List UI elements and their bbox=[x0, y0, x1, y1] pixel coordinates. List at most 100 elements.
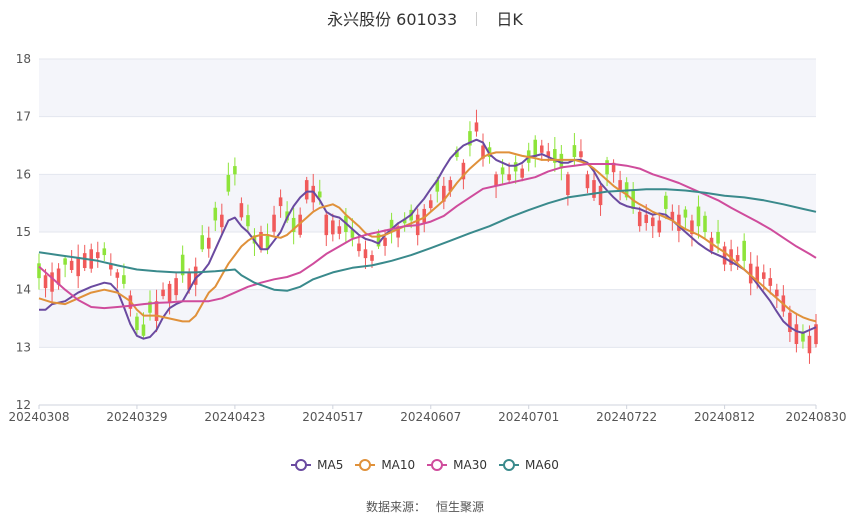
candle-body bbox=[461, 162, 466, 180]
y-tick-label: 15 bbox=[16, 225, 31, 239]
candle-body bbox=[605, 160, 609, 175]
candle-body bbox=[637, 211, 642, 227]
candle-body bbox=[539, 145, 544, 153]
legend-item-ma10[interactable]: MA10 bbox=[355, 458, 415, 472]
grid-band bbox=[39, 59, 816, 117]
candle-body bbox=[455, 149, 459, 158]
candle-body bbox=[148, 301, 152, 313]
candle-body bbox=[193, 266, 198, 285]
candle-body bbox=[611, 162, 616, 173]
candle-body bbox=[174, 278, 178, 296]
candle-body bbox=[442, 185, 446, 202]
candle-body bbox=[350, 229, 355, 238]
chart-legend: MA5 MA10 MA30 MA60 bbox=[0, 458, 850, 474]
legend-item-ma60[interactable]: MA60 bbox=[499, 458, 559, 472]
candle-body bbox=[807, 335, 812, 354]
candle-body bbox=[474, 122, 479, 132]
x-tick-label: 20240308 bbox=[8, 410, 69, 424]
series-line-ma30 bbox=[38, 163, 817, 310]
candle-body bbox=[317, 191, 322, 198]
source-value: 恒生聚源 bbox=[436, 500, 485, 514]
candle-body bbox=[226, 174, 231, 192]
x-tick-label: 20240329 bbox=[106, 410, 167, 424]
candle-body bbox=[755, 266, 760, 282]
candle-body bbox=[761, 272, 766, 279]
candle-body bbox=[553, 149, 557, 163]
candle-body bbox=[331, 220, 335, 235]
candle-body bbox=[494, 174, 498, 187]
candle-body bbox=[363, 249, 368, 259]
candle-body bbox=[696, 206, 701, 227]
candle-body bbox=[402, 218, 407, 224]
candle-body bbox=[291, 217, 296, 232]
candle-body bbox=[37, 263, 41, 279]
y-tick-label: 16 bbox=[16, 167, 31, 181]
legend-item-ma30[interactable]: MA30 bbox=[427, 458, 487, 472]
candle-body bbox=[396, 226, 400, 238]
candle-body bbox=[239, 203, 244, 218]
candle-body bbox=[435, 179, 440, 192]
candle-body bbox=[95, 252, 100, 258]
x-tick-label: 20240423 bbox=[204, 410, 265, 424]
candle-body bbox=[376, 233, 381, 247]
candle-body bbox=[63, 258, 67, 265]
candle-body bbox=[572, 145, 577, 158]
candle-body bbox=[722, 246, 727, 265]
candle-body bbox=[69, 260, 74, 270]
legend-marker-icon bbox=[427, 459, 448, 471]
series-line-ma60 bbox=[38, 188, 817, 292]
candle-body bbox=[814, 324, 818, 345]
candle-body bbox=[259, 232, 263, 250]
candle-body bbox=[768, 278, 773, 286]
candle-body bbox=[180, 254, 185, 276]
candle-body bbox=[115, 272, 120, 278]
candle-body bbox=[278, 197, 283, 207]
candle-body bbox=[703, 215, 707, 232]
y-tick-label: 18 bbox=[16, 52, 31, 66]
candle-body bbox=[213, 207, 218, 221]
data-source: 数据来源： 恒生聚源 bbox=[0, 498, 850, 515]
candle-body bbox=[448, 180, 453, 192]
candle-body bbox=[187, 272, 191, 290]
candle-body bbox=[109, 263, 113, 270]
candle-body bbox=[690, 220, 694, 235]
candle-body bbox=[200, 235, 205, 250]
candle-body bbox=[566, 174, 570, 196]
period-label: 日K bbox=[496, 10, 523, 29]
candle-body bbox=[500, 167, 505, 175]
candle-body bbox=[357, 243, 361, 252]
candle-body bbox=[677, 214, 681, 231]
y-tick-label: 17 bbox=[16, 110, 31, 124]
candle-body bbox=[735, 255, 740, 262]
x-tick-label: 20240701 bbox=[498, 410, 559, 424]
candle-body bbox=[246, 215, 250, 227]
x-tick-label: 20240607 bbox=[400, 410, 461, 424]
candle-body bbox=[161, 289, 165, 297]
series-line-ma10 bbox=[38, 151, 817, 323]
candle-body bbox=[265, 235, 270, 250]
candle-body bbox=[370, 255, 374, 261]
legend-item-ma5[interactable]: MA5 bbox=[291, 458, 343, 472]
legend-marker-icon bbox=[355, 459, 376, 471]
candle-body bbox=[154, 301, 159, 321]
source-label: 数据来源： bbox=[365, 500, 426, 514]
candle-body bbox=[43, 275, 48, 289]
legend-label: MA30 bbox=[453, 458, 488, 472]
title-divider bbox=[476, 12, 478, 26]
candle-body bbox=[167, 283, 172, 302]
candle-body bbox=[664, 195, 668, 209]
candle-body bbox=[794, 324, 799, 345]
x-tick-label: 20240722 bbox=[596, 410, 657, 424]
legend-marker-icon bbox=[291, 459, 312, 471]
candle-body bbox=[311, 185, 316, 203]
candle-body bbox=[533, 139, 538, 158]
x-tick-label: 20240517 bbox=[302, 410, 363, 424]
candle-body bbox=[272, 214, 276, 232]
candle-body bbox=[135, 316, 139, 331]
candle-body bbox=[428, 200, 433, 209]
y-tick-label: 14 bbox=[16, 283, 31, 297]
kline-chart[interactable]: 12 13 14 15 16 17 18 20240308 20240329 20240423 20… bbox=[0, 0, 850, 455]
candle-body bbox=[513, 162, 518, 172]
candle-body bbox=[50, 272, 54, 292]
candle-body bbox=[683, 209, 688, 218]
